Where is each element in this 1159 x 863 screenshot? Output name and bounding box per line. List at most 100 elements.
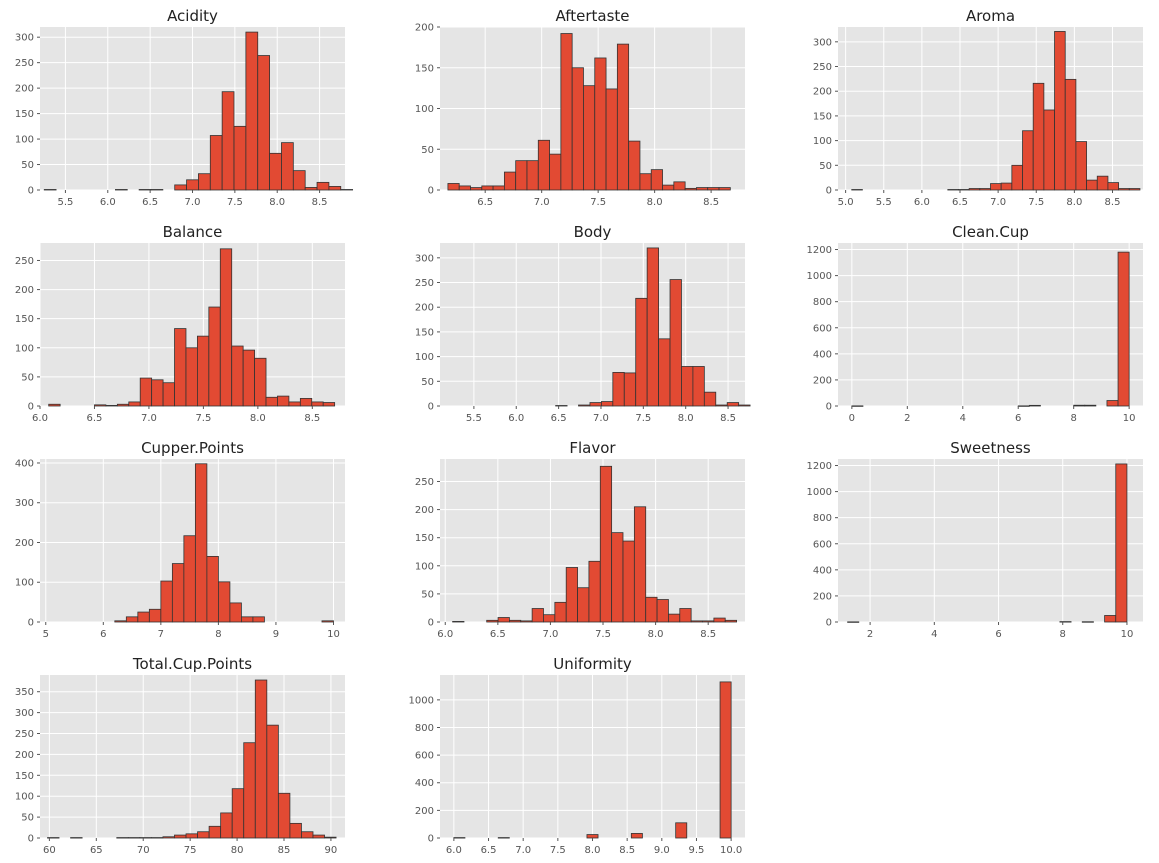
x-tick-label: 2 bbox=[867, 629, 873, 640]
y-tick-label: 250 bbox=[415, 477, 434, 488]
x-tick-label: 8.5 bbox=[720, 413, 736, 424]
y-tick-label: 1200 bbox=[807, 245, 832, 256]
x-tick-label: 10 bbox=[327, 629, 340, 640]
x-tick-label: 7.5 bbox=[635, 413, 651, 424]
x-tick-label: 8 bbox=[215, 629, 221, 640]
x-tick-label: 6.0 bbox=[100, 197, 116, 208]
histogram-bar bbox=[174, 184, 187, 191]
y-tick-label: 250 bbox=[813, 62, 832, 73]
panel-title: Cupper.Points bbox=[141, 439, 244, 457]
y-tick-label: 150 bbox=[15, 314, 34, 325]
histogram-bar bbox=[266, 724, 279, 839]
histogram-bar bbox=[324, 836, 337, 839]
y-tick-label: 300 bbox=[15, 33, 34, 44]
x-tick-label: 7.0 bbox=[515, 845, 531, 856]
x-tick-label: 8 bbox=[1060, 629, 1066, 640]
x-tick-label: 8.0 bbox=[678, 413, 694, 424]
histogram-panel: 5.5 6.0 6.5 7.0 7.5 8.0 8.5 0 50 100 150 200 250 300 A… bbox=[15, 7, 354, 208]
y-tick-label: 250 bbox=[15, 256, 34, 267]
x-tick-label: 10.0 bbox=[720, 845, 742, 856]
x-tick-label: 6.5 bbox=[477, 197, 493, 208]
histogram-bar bbox=[196, 335, 210, 407]
histogram-bar bbox=[646, 247, 659, 407]
y-tick-label: 800 bbox=[415, 723, 434, 734]
histogram-bar bbox=[555, 405, 568, 407]
histogram-bar bbox=[245, 31, 259, 191]
histogram-bar bbox=[289, 822, 302, 839]
x-tick-label: 70 bbox=[137, 845, 150, 856]
x-tick-label: 7.5 bbox=[1028, 197, 1044, 208]
x-tick-label: 6 bbox=[100, 629, 106, 640]
histogram-bar bbox=[452, 621, 465, 623]
x-tick-label: 6.5 bbox=[481, 845, 497, 856]
x-tick-label: 4 bbox=[960, 413, 966, 424]
histogram-bar bbox=[138, 189, 152, 191]
histogram-bar bbox=[1115, 463, 1128, 623]
histogram-bar bbox=[554, 601, 567, 623]
y-tick-label: 150 bbox=[415, 533, 434, 544]
histogram-bar bbox=[185, 833, 198, 839]
x-tick-label: 8.0 bbox=[250, 413, 266, 424]
histogram-bar bbox=[662, 184, 675, 191]
x-tick-label: 8.0 bbox=[1066, 197, 1082, 208]
histogram-bar bbox=[990, 183, 1002, 191]
histogram-bar bbox=[611, 532, 624, 623]
y-tick-label: 0 bbox=[28, 186, 34, 197]
histogram-bar bbox=[1054, 31, 1066, 191]
histogram-bar bbox=[470, 187, 483, 191]
y-tick-label: 50 bbox=[819, 161, 832, 172]
y-tick-label: 200 bbox=[15, 285, 34, 296]
histogram-bar bbox=[658, 338, 671, 407]
y-tick-label: 800 bbox=[813, 297, 832, 308]
histogram-bar bbox=[148, 608, 162, 623]
histogram-bar bbox=[702, 620, 715, 623]
histogram-bar bbox=[599, 465, 613, 623]
histogram-bar bbox=[675, 822, 688, 839]
histogram-bar bbox=[726, 402, 740, 407]
histogram-bar bbox=[198, 173, 211, 191]
histogram-bar bbox=[719, 681, 732, 839]
x-tick-label: 7.0 bbox=[534, 197, 550, 208]
histogram-bar bbox=[692, 366, 705, 407]
histogram-bar bbox=[241, 616, 254, 623]
x-tick-label: 7.5 bbox=[590, 197, 606, 208]
y-tick-label: 100 bbox=[15, 135, 34, 146]
histogram-bar bbox=[668, 613, 681, 623]
y-tick-label: 150 bbox=[415, 63, 434, 74]
panel-title: Uniformity bbox=[553, 655, 632, 673]
x-tick-label: 6.0 bbox=[32, 413, 48, 424]
y-tick-label: 50 bbox=[421, 145, 434, 156]
y-tick-label: 0 bbox=[826, 618, 832, 629]
x-tick-label: 0 bbox=[849, 413, 855, 424]
plot-background bbox=[838, 243, 1143, 406]
panel-title: Aroma bbox=[966, 7, 1015, 25]
histogram-bar bbox=[209, 135, 223, 191]
y-tick-label: 100 bbox=[415, 561, 434, 572]
y-tick-label: 400 bbox=[15, 458, 34, 469]
histogram-bar bbox=[114, 620, 127, 623]
histogram-bar bbox=[183, 535, 196, 623]
histogram-bar bbox=[515, 160, 528, 191]
histogram-bar bbox=[486, 619, 499, 623]
histogram-bar bbox=[150, 189, 164, 191]
histogram-bar bbox=[453, 837, 466, 839]
histogram-bar bbox=[1086, 179, 1098, 191]
x-tick-label: 8.5 bbox=[304, 413, 320, 424]
histogram-bar bbox=[847, 621, 860, 623]
histogram-bar bbox=[531, 608, 544, 623]
y-tick-label: 250 bbox=[15, 58, 34, 69]
histogram-bar bbox=[231, 345, 244, 407]
y-tick-label: 0 bbox=[28, 834, 34, 845]
histogram-bar bbox=[43, 189, 57, 191]
x-tick-label: 8 bbox=[1070, 413, 1076, 424]
plot-background bbox=[40, 675, 345, 838]
histogram-bar bbox=[221, 91, 235, 191]
y-tick-label: 150 bbox=[15, 109, 34, 120]
x-tick-label: 6.5 bbox=[551, 413, 567, 424]
histogram-bar bbox=[669, 279, 682, 407]
histogram-bar bbox=[673, 181, 686, 191]
histogram-bar bbox=[543, 614, 556, 623]
histogram-bar bbox=[254, 357, 267, 407]
histogram-bar bbox=[537, 139, 550, 191]
histogram-bar bbox=[481, 185, 494, 191]
